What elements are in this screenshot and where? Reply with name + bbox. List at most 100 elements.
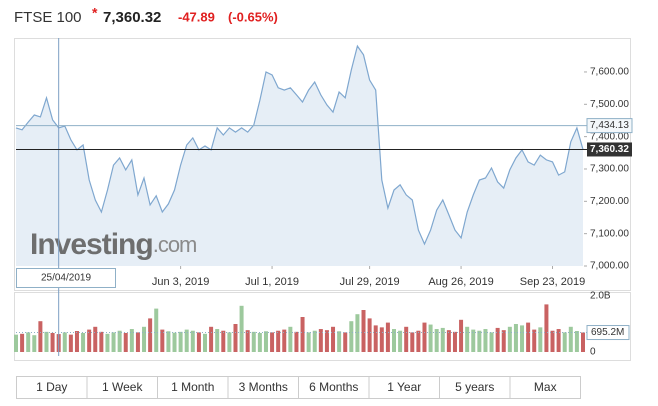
volume-tick-label: 2.0B [590,291,611,302]
volume-bar [50,332,55,352]
x-tick-label: Aug 26, 2019 [428,276,493,288]
range-button[interactable]: 1 Day [36,380,67,394]
volume-bar [32,335,37,352]
volume-bar [495,327,500,352]
volume-bar [477,330,482,352]
volume-frame [14,292,631,361]
volume-bar [245,330,250,352]
volume-bar [410,332,415,352]
x-tick-label: Jul 29, 2019 [340,276,400,288]
volume-bar [416,330,421,352]
volume-bar [135,332,140,352]
volume-bar [331,326,336,352]
volume-bar [148,318,153,352]
last-price-label: 7,360.32 [590,144,629,155]
index-name: FTSE 100 [14,9,82,26]
volume-bar [123,332,128,352]
volume-bar [233,324,238,352]
range-button[interactable]: 6 Months [309,380,358,394]
volume-bar [87,329,92,352]
range-button[interactable]: Max [534,380,557,394]
price-area [16,46,583,266]
volume-bar [312,330,317,352]
volume-bar [574,331,579,352]
volume-bar [385,322,390,352]
volume-bar [221,330,226,352]
volume-bar [129,329,134,352]
volume-bar [300,317,305,352]
volume-bar [74,331,79,352]
volume-bar [294,331,299,352]
volume-bar [172,332,177,352]
volume-bar [99,331,104,352]
volume-bar [117,330,122,352]
volume-bar [343,332,348,352]
volume-bar [257,332,262,352]
volume-bar [367,318,372,352]
y-tick-label: 7,300.00 [590,164,629,175]
volume-bar [154,308,159,352]
volume-bar [538,327,543,352]
watermark-brand: Investing.com [30,228,196,261]
volume-bar [544,304,549,352]
volume-bar [568,326,573,352]
volume-bar [324,330,329,352]
volume-bar [282,329,287,352]
volume-bar [318,329,323,352]
y-tick-label: 7,400.00 [590,131,629,142]
volume-bar [507,326,512,352]
volume-bar [465,326,470,352]
volume-bar [398,330,403,352]
volume-bar [270,332,275,352]
last-volume-label: 695.2M [591,327,624,338]
marker: * [92,5,98,21]
volume-bar [105,333,110,352]
volume-bar [513,324,518,352]
range-button[interactable]: 1 Year [387,380,421,394]
volume-bar [489,332,494,352]
crosshair-value-box [586,118,633,134]
volume-bar [263,331,268,352]
volume-bar [373,325,378,352]
x-tick-label: Sep 23, 2019 [520,276,585,288]
last-volume-box [586,325,630,341]
volume-bar [428,324,433,352]
volume-bar [501,330,506,352]
volume-bar [62,332,67,352]
volume-bar [452,331,457,352]
price-line [15,44,584,246]
volume-bar [44,331,49,352]
volume-bar [38,321,43,352]
range-button[interactable]: 1 Month [171,380,214,394]
volume-bar [434,329,439,352]
volume-bar [239,305,244,352]
range-button[interactable]: 3 Months [239,380,288,394]
price: 7,360.32 [103,9,161,26]
volume-bar [160,329,165,352]
volume-bar [306,332,311,352]
range-button[interactable]: 1 Week [102,380,143,394]
volume-bar [349,321,354,352]
price-frame [14,38,631,291]
volume-bar [562,332,567,352]
volume-bar [26,332,31,352]
volume-bar [184,329,189,352]
volume-bar [440,327,445,352]
volume-bar [93,326,98,352]
volume-bar [483,329,488,352]
volume-bar [550,330,555,352]
y-tick-label: 7,500.00 [590,99,629,110]
volume-bar [20,333,25,352]
volume-bar [288,326,293,352]
volume-bar [227,332,232,352]
volume-bar [190,330,195,352]
range-button[interactable]: 5 years [455,380,494,394]
volume-bar [111,332,116,352]
volume-bar [209,326,214,352]
crosshair-date-box [16,268,116,288]
volume-bar [526,322,531,352]
x-tick-label: Jul 1, 2019 [245,276,299,288]
change-pct: (-0.65%) [228,9,278,24]
volume-bar [142,326,147,352]
